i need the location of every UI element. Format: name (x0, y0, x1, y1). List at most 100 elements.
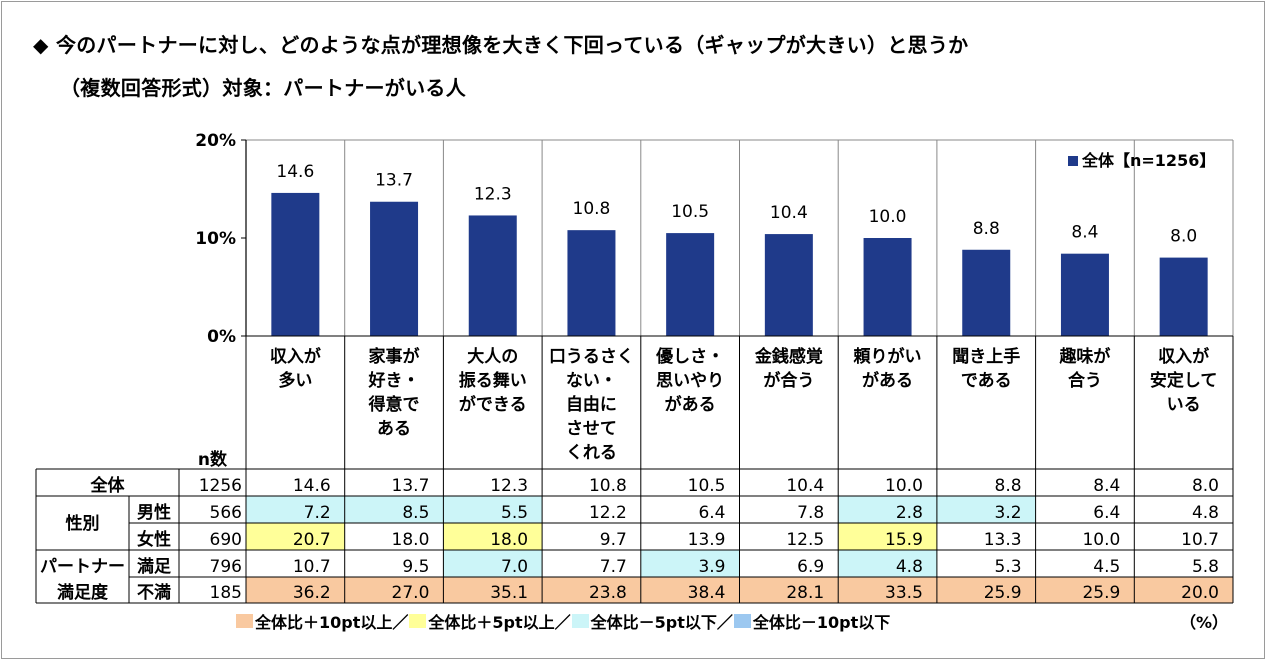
table-value: 10.0 (885, 476, 923, 496)
table-value: 13.7 (392, 476, 430, 496)
data-label: 8.8 (973, 219, 1000, 239)
category-label: ない・ (566, 371, 617, 391)
table-value: 10.4 (786, 476, 824, 496)
legend-label: 全体【n=1256】 (1081, 151, 1215, 170)
legend-swatch (733, 614, 751, 628)
category-label: 収入が (270, 346, 321, 367)
highlight-cell (246, 577, 345, 603)
highlight-cell (443, 523, 543, 550)
table-value: 2.8 (896, 503, 923, 523)
category-label: 趣味が (1058, 346, 1110, 367)
highlight-legend: 全体比＋10pt以上／ 全体比＋5pt以上／ 全体比－5pt以下／ 全体比－10pt以… (236, 609, 891, 633)
category-label: 優しさ・ (655, 346, 724, 367)
category-label: 振る舞い (459, 370, 527, 391)
bar-3 (468, 215, 517, 336)
bar-5 (666, 233, 715, 336)
bar-4 (567, 230, 616, 336)
category-label: ができる (459, 394, 527, 415)
data-label: 10.5 (671, 202, 709, 222)
table-value: 27.0 (392, 583, 430, 603)
category-label: 聞き上手 (952, 346, 1020, 367)
bar-9 (1060, 253, 1109, 336)
table-value: 10.5 (688, 476, 726, 496)
table-value: 6.9 (797, 557, 824, 577)
category-label: 安定して (1150, 370, 1218, 391)
legend-text: 全体比＋10pt以上／ (255, 613, 409, 632)
highlight-cell (838, 496, 937, 523)
highlight-cell (936, 577, 1036, 603)
category-label: 合う (1068, 370, 1102, 391)
table-value: 8.4 (1093, 476, 1120, 496)
category-label: がある (665, 394, 716, 415)
table-value: 12.3 (490, 476, 528, 496)
highlight-cell (1134, 577, 1233, 603)
category-label: がある (862, 370, 913, 391)
table-value: 9.7 (600, 530, 627, 550)
legend-item: 全体比－10pt以下 (733, 609, 890, 633)
legend-text: 全体比＋5pt以上／ (428, 613, 571, 632)
table-value: 8.5 (402, 503, 429, 523)
highlight-cell (344, 496, 444, 523)
table-value: 33.5 (885, 583, 923, 603)
category-label: 口うるさく (549, 347, 634, 367)
legend-swatch (1068, 156, 1078, 166)
y-tick-label: 10% (195, 229, 236, 249)
category-label: 頼りがい (854, 346, 922, 367)
category-label: 収入が (1158, 346, 1209, 367)
row-group-label: 性別 (66, 513, 100, 534)
table-value: 18.0 (490, 530, 528, 550)
table-value: 28.1 (786, 583, 824, 603)
highlight-cell (246, 523, 345, 550)
category-label: 家事が (369, 346, 420, 367)
highlight-cell (1035, 577, 1135, 603)
category-label: 得意で (368, 394, 420, 415)
unit-label: （%） (1179, 613, 1228, 632)
highlight-cell (838, 523, 937, 550)
legend-item: 全体比＋5pt以上／ (409, 609, 571, 633)
n-value: 185 (210, 583, 242, 603)
table-value: 13.9 (688, 530, 726, 550)
table-value: 12.5 (786, 530, 824, 550)
legend-swatch (236, 614, 253, 628)
bar-7 (863, 238, 912, 336)
category-label: 大人の (467, 346, 518, 367)
highlight-cell (838, 550, 937, 577)
data-label: 8.0 (1170, 227, 1197, 247)
table-value: 3.2 (995, 503, 1022, 523)
category-label: ある (377, 419, 411, 439)
table-value: 13.3 (984, 530, 1022, 550)
table-value: 4.5 (1093, 557, 1120, 577)
table-value: 18.0 (392, 530, 430, 550)
highlight-cell (640, 577, 740, 603)
table-value: 6.4 (698, 503, 725, 523)
data-label: 8.4 (1071, 223, 1098, 243)
row-group-label: パートナー (40, 557, 125, 577)
category-label: 自由に (566, 394, 617, 415)
table-value: 23.8 (589, 583, 627, 603)
table-value: 4.8 (1192, 503, 1219, 523)
data-label: 10.4 (770, 203, 808, 223)
bar-2 (370, 201, 419, 336)
category-label: 多い (278, 370, 312, 391)
table-value: 3.9 (698, 557, 725, 577)
n-value: 566 (210, 503, 242, 523)
legend-text: 全体比－5pt以下／ (590, 613, 733, 632)
row-sub-label: 女性 (137, 529, 171, 550)
row-sub-label: 不満 (137, 582, 171, 603)
highlight-cell (936, 496, 1036, 523)
data-label: 10.8 (573, 199, 611, 219)
data-label: 12.3 (474, 184, 512, 204)
legend-item: 全体比＋10pt以上／ (236, 609, 408, 633)
table-value: 9.5 (402, 557, 429, 577)
table-value: 20.7 (293, 530, 331, 550)
table-value: 7.8 (797, 503, 824, 523)
table-value: 15.9 (885, 530, 923, 550)
table-value: 10.7 (293, 557, 331, 577)
legend-item: 全体比－5pt以下／ (571, 609, 733, 633)
data-label: 10.0 (869, 207, 907, 227)
highlight-cell (443, 496, 543, 523)
table-value: 5.8 (1192, 557, 1219, 577)
category-label: 金銭感覚 (754, 346, 823, 367)
y-tick-label: 20% (195, 131, 236, 151)
